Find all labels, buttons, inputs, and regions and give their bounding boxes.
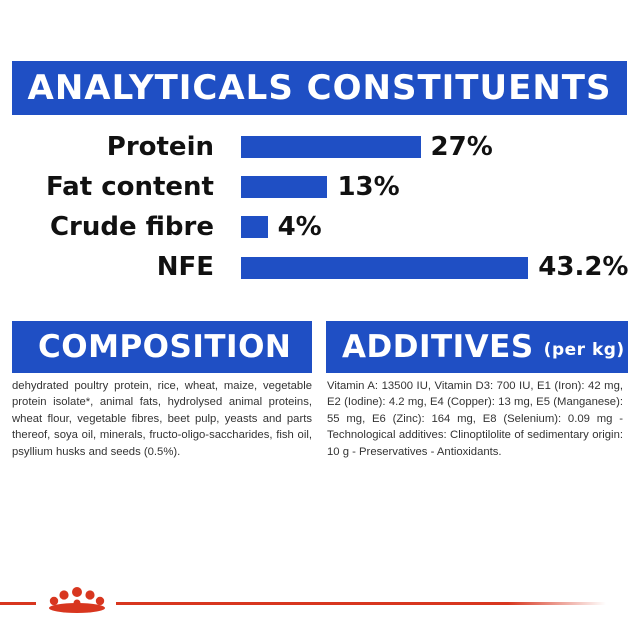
row-value-crude-fibre: 4%	[277, 212, 322, 242]
bar-crude-fibre	[241, 216, 268, 238]
footer-line-right	[116, 602, 606, 605]
additives-title-banner: ADDITIVES (per kg)	[326, 321, 628, 373]
additives-unit: (per kg)	[543, 340, 625, 360]
bar-nfe	[241, 257, 529, 279]
row-label-nfe: NFE	[156, 252, 214, 282]
crown-icon	[49, 587, 105, 613]
additives-text: Vitamin A: 13500 IU, Vitamin D3: 700 IU,…	[327, 380, 623, 458]
additives-title: ADDITIVES	[342, 329, 534, 365]
analytics-title-banner: ANALYTICALS CONSTITUENTS	[12, 61, 627, 115]
footer-line-left	[0, 602, 36, 605]
row-label-fat-content: Fat content	[45, 172, 214, 202]
bar-protein	[241, 136, 421, 158]
bar-fat-content	[241, 176, 328, 198]
composition-title: COMPOSITION	[38, 329, 292, 365]
composition-title-banner: COMPOSITION	[12, 321, 312, 373]
composition-text: dehydrated poultry protein, rice, wheat,…	[12, 380, 312, 458]
row-value-fat-content: 13%	[337, 172, 400, 202]
row-label-protein: Protein	[106, 132, 214, 162]
analytics-title: ANALYTICALS CONSTITUENTS	[27, 68, 612, 108]
row-value-protein: 27%	[430, 132, 493, 162]
row-value-nfe: 43.2%	[538, 252, 629, 282]
row-label-crude-fibre: Crude fibre	[49, 212, 214, 242]
